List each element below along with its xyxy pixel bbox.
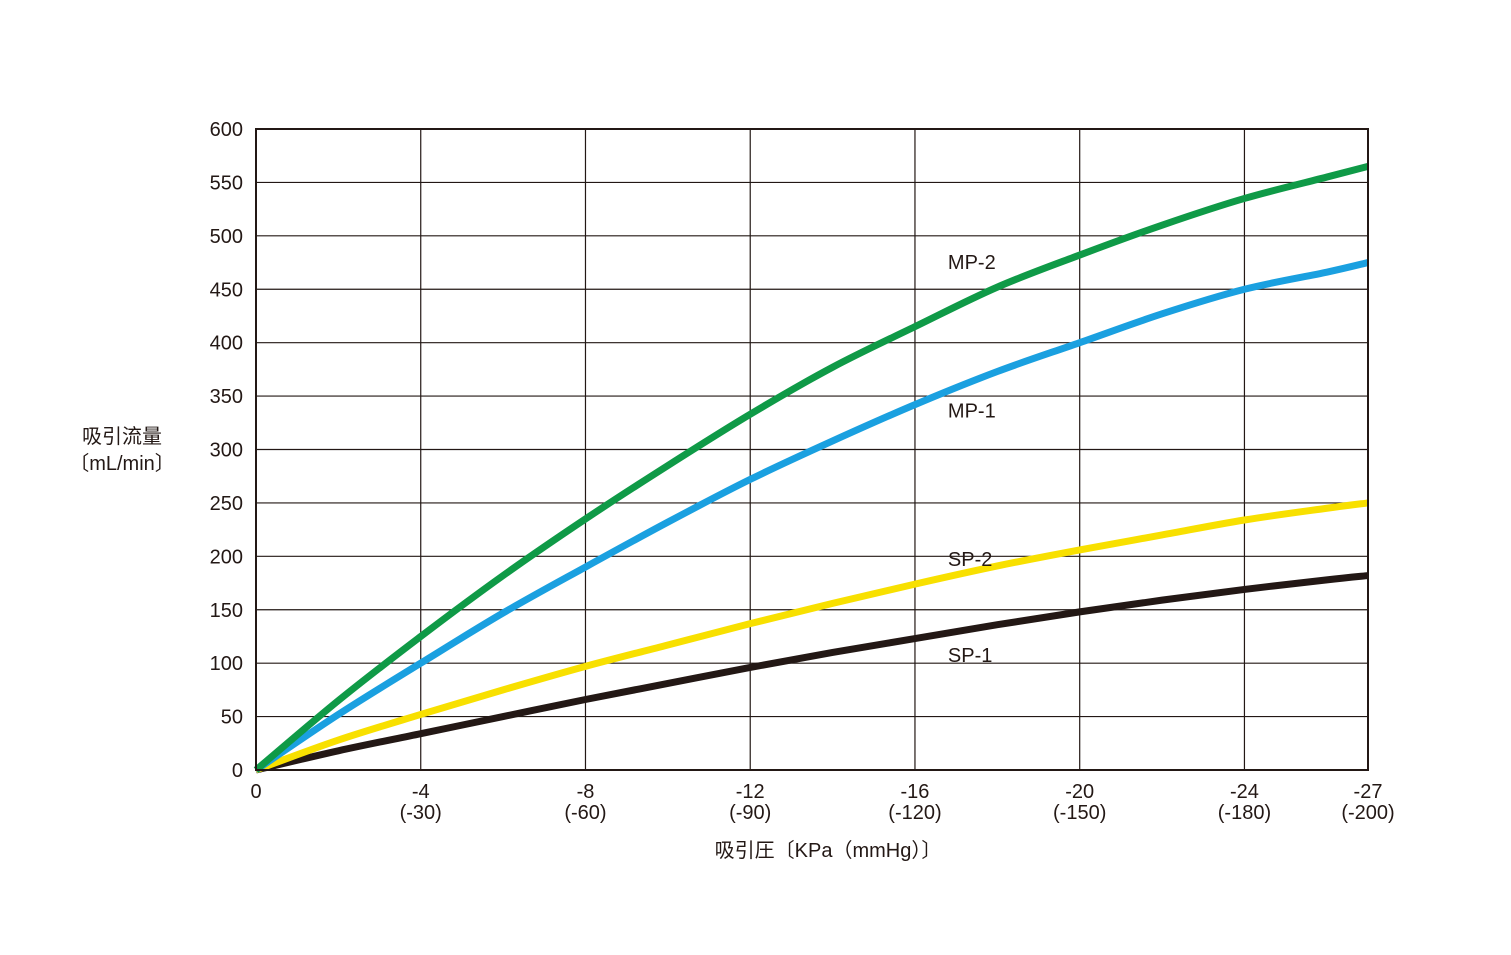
y-tick-label: 150	[210, 600, 243, 622]
x-tick-label: -8	[577, 781, 595, 803]
x-tick-label: -12	[736, 781, 765, 803]
x-tick-label: 0	[250, 781, 261, 803]
series-label-mp-1: MP-1	[948, 400, 996, 422]
y-tick-label: 100	[210, 653, 243, 675]
y-tick-label: 250	[210, 493, 243, 515]
x-tick-sublabel: (-150)	[1053, 802, 1106, 824]
x-tick-label: -27	[1354, 781, 1383, 803]
y-tick-label: 600	[210, 119, 243, 141]
x-tick-label: -24	[1230, 781, 1259, 803]
y-tick-labels: 0 50 100 150 200 250 300 350 400 450 500 550 600	[210, 119, 243, 782]
y-axis-label-line1: 吸引流量	[82, 425, 162, 448]
x-tick-sublabel: (-60)	[564, 802, 606, 824]
x-tick-labels: 0 -4(-30) -8(-60) -12(-90) -16(-120) -20(-150…	[250, 781, 1394, 824]
y-axis-label-line2: 〔mL/min〕	[69, 452, 175, 475]
series-line-sp-1	[255, 572, 1369, 774]
x-tick-sublabel: (-200)	[1341, 802, 1394, 824]
y-tick-label: 550	[210, 172, 243, 194]
y-tick-label: 200	[210, 546, 243, 568]
plot-frame	[255, 128, 1369, 771]
x-tick-sublabel: (-120)	[888, 802, 941, 824]
series-label-sp-2: SP-2	[948, 549, 992, 571]
y-tick-label: 350	[210, 386, 243, 408]
y-tick-label: 400	[210, 333, 243, 355]
y-tick-label: 450	[210, 279, 243, 301]
series-lines	[253, 163, 1369, 774]
series-line-mp-1	[254, 259, 1369, 773]
series-line-mp-2	[253, 163, 1369, 773]
series-label-sp-1: SP-1	[948, 645, 992, 667]
x-tick-sublabel: (-180)	[1218, 802, 1271, 824]
series-label-mp-2: MP-2	[948, 252, 996, 274]
y-tick-label: 50	[221, 707, 243, 729]
y-tick-label: 300	[210, 440, 243, 462]
y-tick-label: 0	[232, 760, 243, 782]
x-tick-sublabel: (-30)	[400, 802, 442, 824]
series-line-sp-2	[254, 499, 1369, 774]
x-axis-label: 吸引圧〔KPa（mmHg）〕	[715, 839, 942, 862]
y-tick-label: 500	[210, 226, 243, 248]
series-labels: MP-2 MP-1 SP-2 SP-1	[948, 252, 996, 667]
x-tick-label: -20	[1065, 781, 1094, 803]
x-tick-sublabel: (-90)	[729, 802, 771, 824]
x-tick-label: -4	[412, 781, 430, 803]
x-tick-label: -16	[901, 781, 930, 803]
